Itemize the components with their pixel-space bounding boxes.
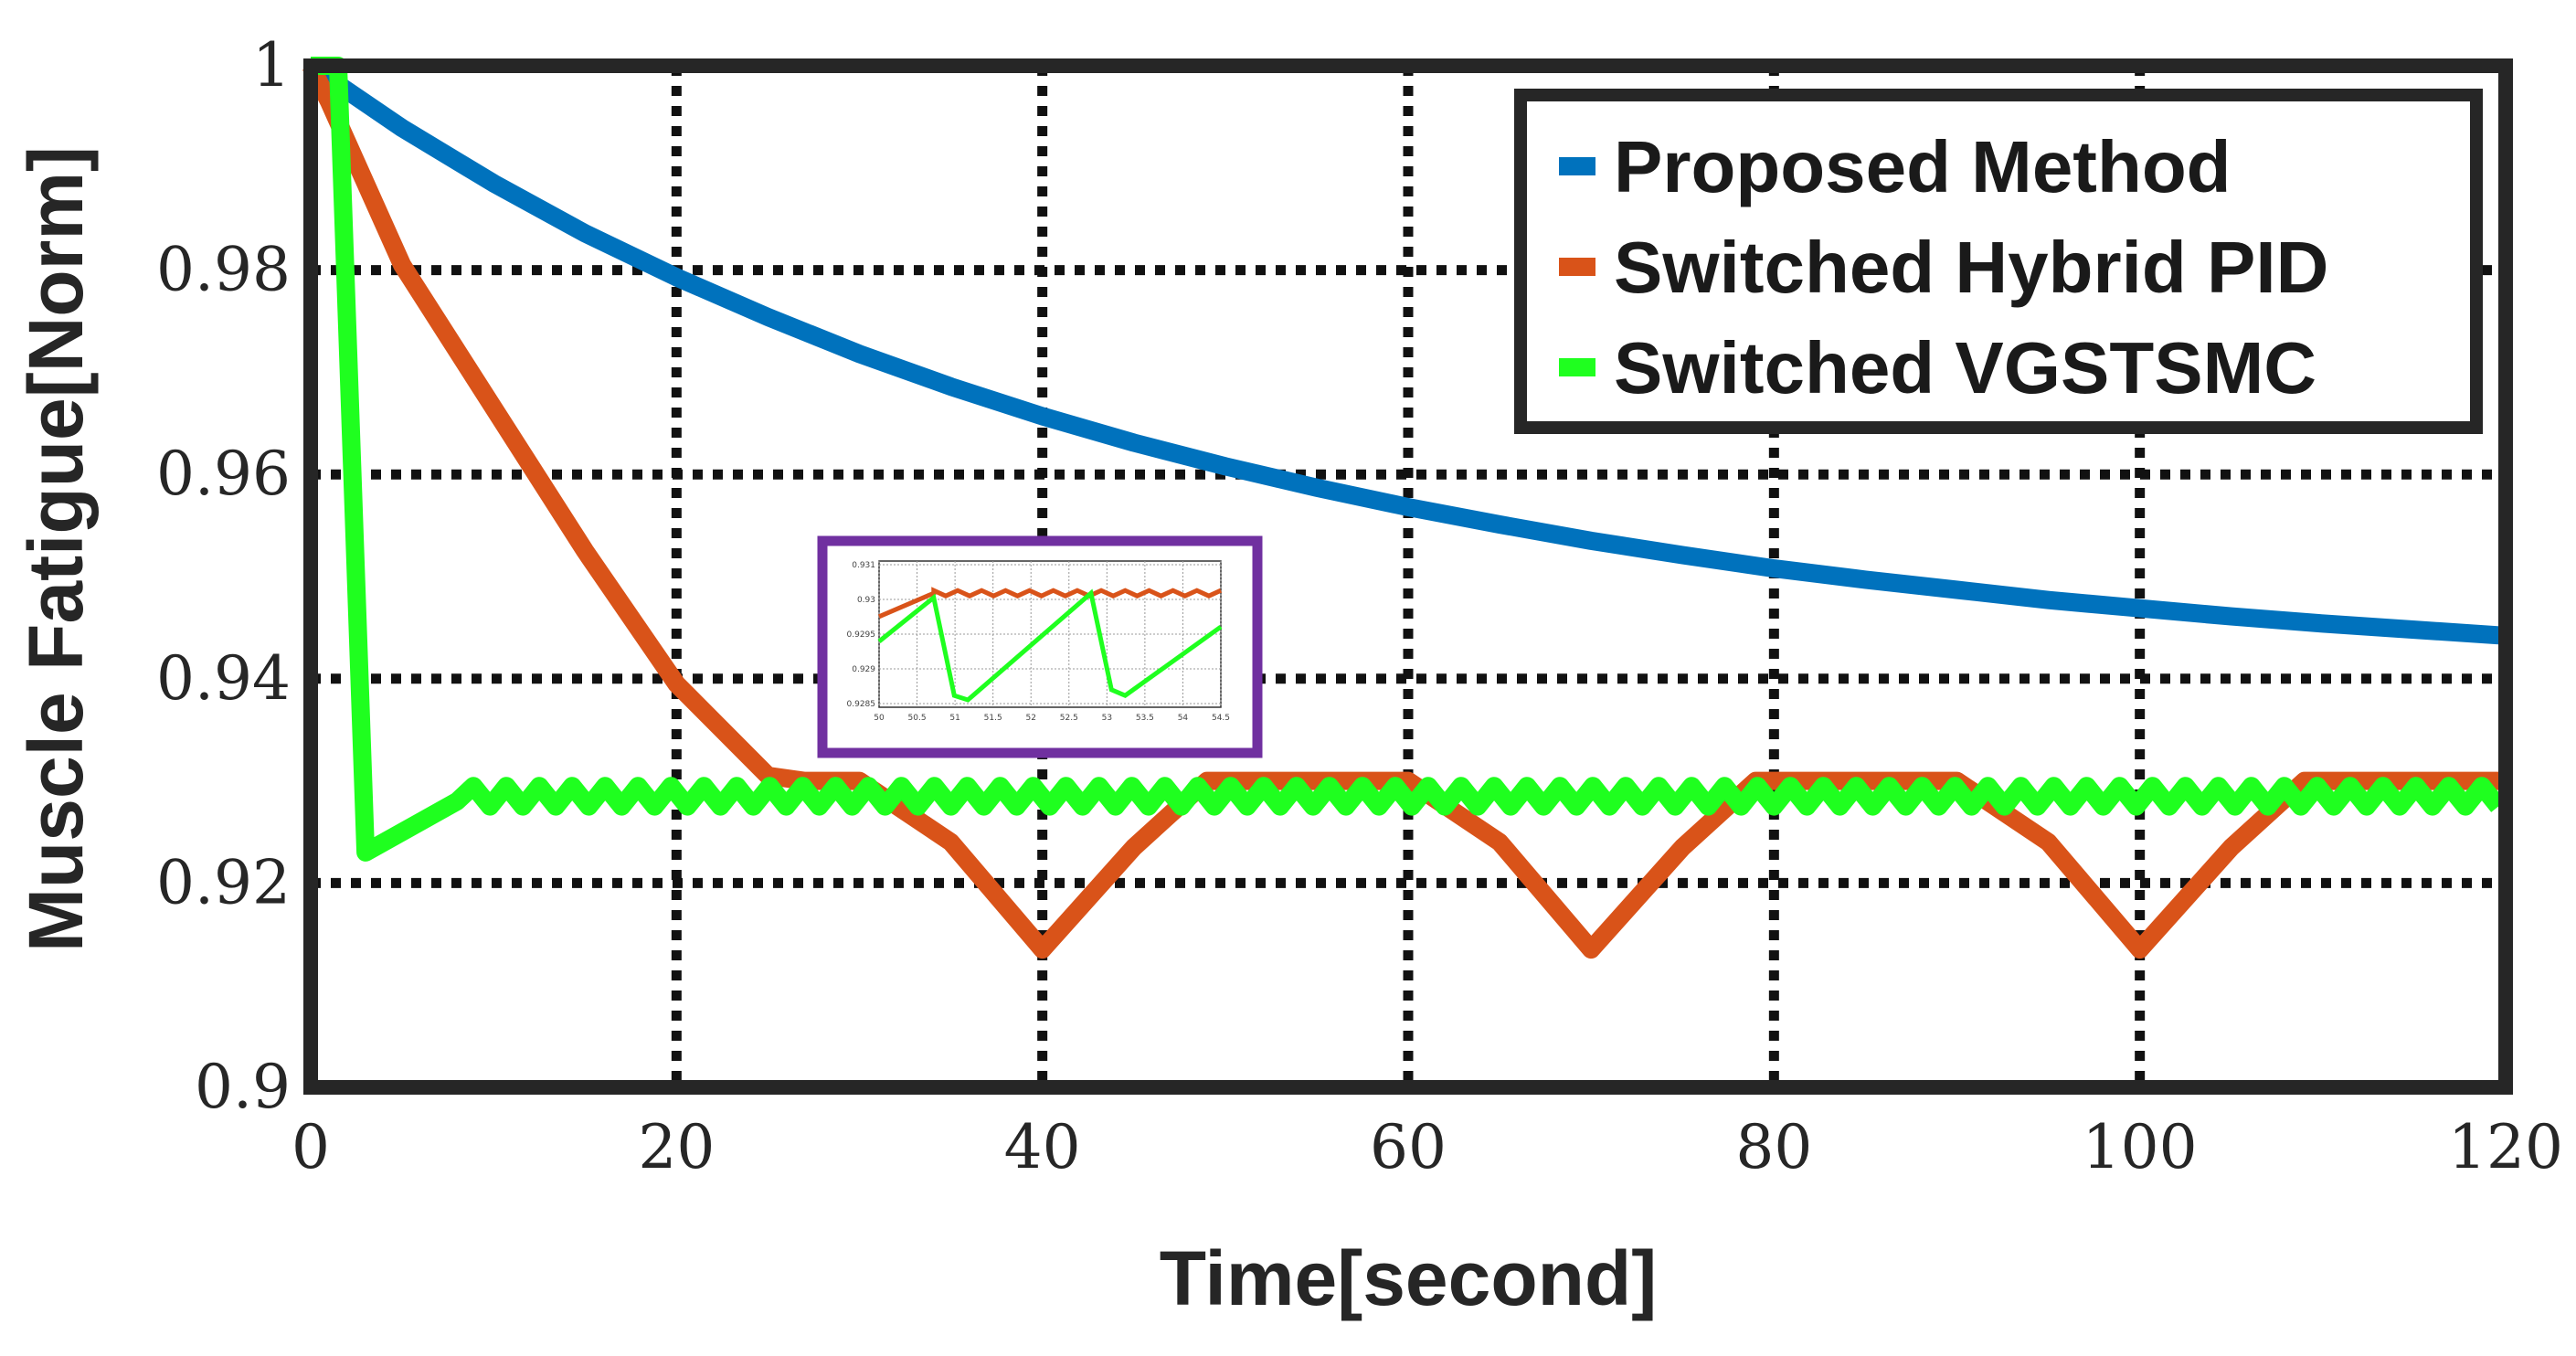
legend: Proposed Method Switched Hybrid PID Switch… — [1514, 89, 2483, 434]
zoom-inset: 50 50.5 51 51.5 52 52.5 53 53.5 54 54.5 0.931 0.93 0… — [817, 535, 1263, 758]
inset-x-tick-0: 50 — [874, 714, 885, 723]
x-tick-label-6: 120 — [2448, 1112, 2563, 1182]
y-tick-label-2: 0.94 — [156, 643, 291, 714]
x-tick-label-3: 60 — [1370, 1112, 1447, 1182]
x-tick-label-4: 80 — [1735, 1112, 1812, 1182]
inset-x-tick-1: 50.5 — [908, 714, 927, 723]
legend-label-0: Proposed Method — [1614, 126, 2231, 207]
inset-y-tick-1: 0.93 — [857, 596, 875, 605]
x-tick-label-1: 20 — [638, 1112, 715, 1182]
legend-box — [1514, 89, 2483, 434]
x-axis-label: Time[second] — [1160, 1235, 1658, 1321]
tick-labels: 0 20 40 60 80 100 120 0.9 0.92 0.94 0.96 0.98 1 — [156, 30, 2563, 1182]
inset-x-tick-8: 54 — [1178, 714, 1189, 723]
x-tick-label-2: 40 — [1004, 1112, 1081, 1182]
inset-x-tick-3: 51.5 — [984, 714, 1002, 723]
inset-y-tick-3: 0.929 — [852, 665, 875, 674]
y-tick-label-4: 0.98 — [156, 235, 291, 305]
inset-series-line-1 — [878, 587, 1223, 620]
series-line-2 — [311, 57, 2506, 862]
x-tick-label-5: 100 — [2083, 1112, 2198, 1182]
series-line-1 — [302, 61, 2506, 959]
inset-series-line-2 — [877, 588, 1223, 703]
inset-x-tick-5: 52.5 — [1060, 714, 1078, 723]
plot-frame — [303, 58, 2513, 1095]
inset-y-tick-0: 0.931 — [852, 561, 875, 570]
series-lines — [302, 57, 2507, 959]
y-tick-label-5: 1 — [252, 30, 291, 101]
inset-y-tick-4: 0.9285 — [847, 700, 876, 709]
inset-x-tick-4: 52 — [1025, 714, 1035, 723]
x-tick-label-0: 0 — [292, 1112, 330, 1182]
y-tick-label-3: 0.96 — [156, 439, 291, 509]
legend-label-2: Switched VGSTSMC — [1614, 327, 2316, 408]
y-tick-label-1: 0.92 — [156, 847, 291, 917]
inset-x-tick-6: 53 — [1102, 714, 1112, 723]
inset-frame — [817, 535, 1263, 758]
legend-label-1: Switched Hybrid PID — [1614, 227, 2328, 308]
inset-x-tick-7: 53.5 — [1136, 714, 1154, 723]
inset-x-tick-2: 51 — [949, 714, 959, 723]
inset-x-tick-9: 54.5 — [1212, 714, 1230, 723]
series-line-0 — [305, 58, 2507, 645]
y-axis-label: Muscle Fatigue[Norm] — [13, 146, 99, 952]
inset-y-tick-2: 0.9295 — [847, 630, 876, 640]
y-tick-label-0: 0.9 — [195, 1052, 291, 1122]
